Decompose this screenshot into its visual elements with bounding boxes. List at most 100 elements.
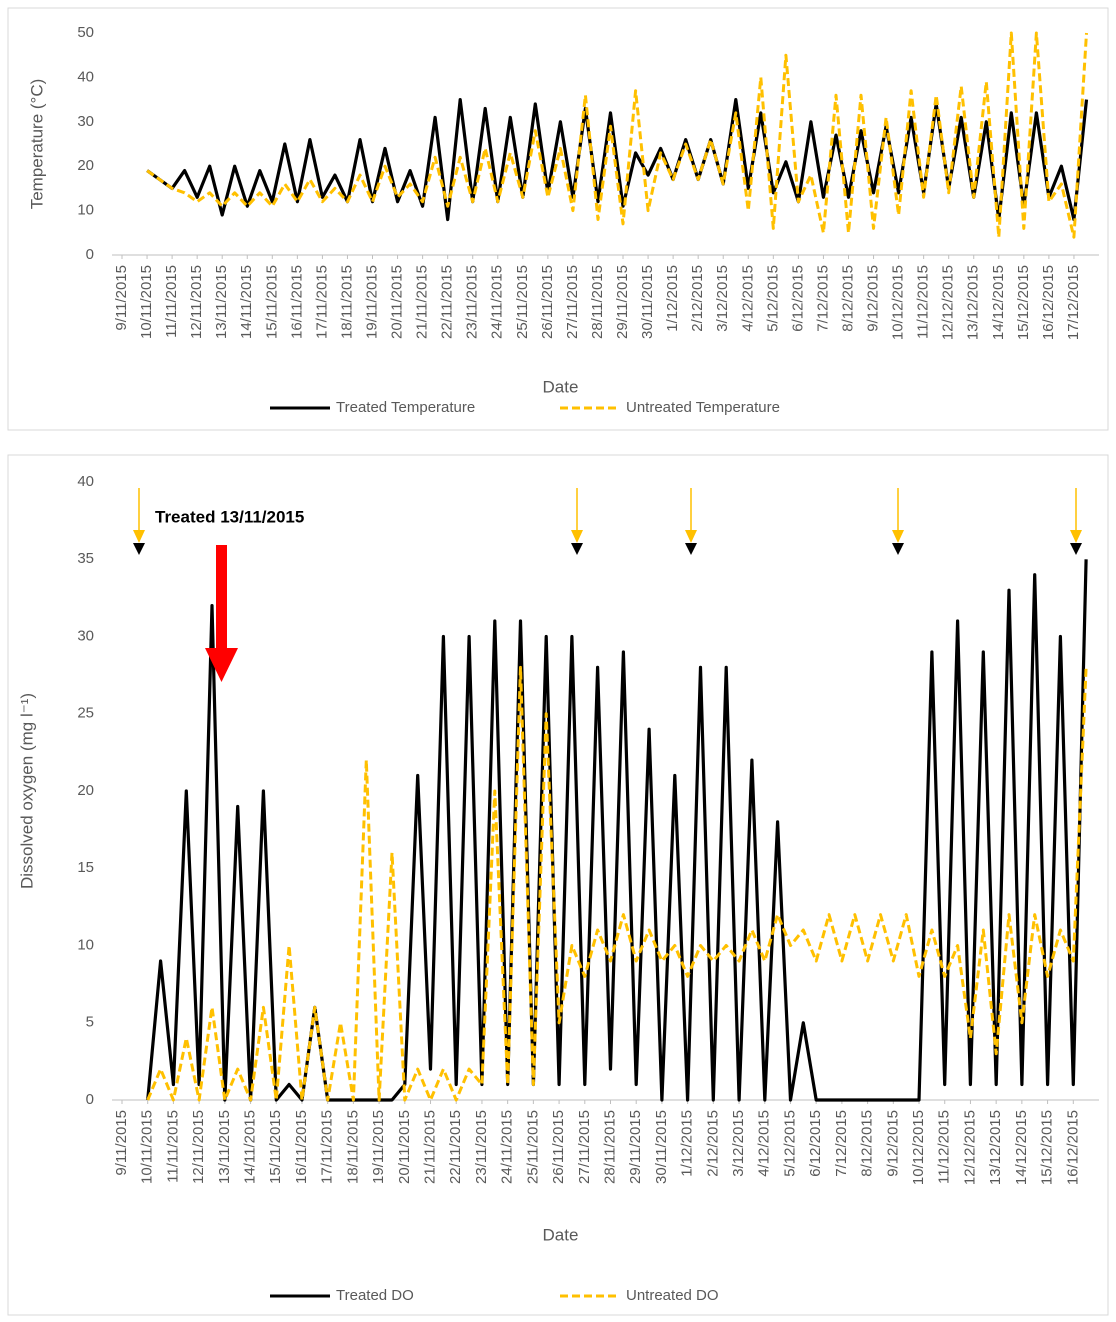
red-arrow-head — [205, 648, 238, 682]
y-tick-label: 5 — [86, 1014, 94, 1031]
x-tick-label: 9/12/2015 — [884, 1110, 901, 1177]
x-tick-label: 12/12/2015 — [940, 265, 957, 340]
x-tick-label: 9/11/2015 — [113, 265, 130, 331]
panel — [7, 7, 1109, 431]
x-tick-label: 24/11/2015 — [489, 265, 506, 339]
x-axis-label: Date — [543, 377, 579, 396]
marker-arrow-head — [892, 543, 904, 555]
marker-arrow-head — [685, 543, 697, 555]
x-axis-label: Date — [543, 1225, 579, 1244]
x-tick-label: 2/12/2015 — [704, 1110, 721, 1177]
x-tick-label: 28/11/2015 — [589, 265, 606, 339]
x-tick-label: 17/12/2015 — [1065, 265, 1082, 340]
x-tick-label: 7/12/2015 — [814, 265, 831, 332]
x-tick-label: 27/11/2015 — [564, 265, 581, 339]
x-tick-label: 8/12/2015 — [839, 265, 856, 332]
panel — [7, 454, 1109, 1316]
x-tick-label: 15/11/2015 — [263, 265, 280, 339]
x-tick-label: 17/11/2015 — [313, 265, 330, 339]
series-line — [146, 665, 1088, 1102]
x-tick-label: 23/11/2015 — [464, 265, 481, 339]
x-tick-label: 24/11/2015 — [499, 1110, 516, 1184]
y-tick-label: 35 — [77, 550, 94, 567]
marker-arrow-head — [685, 530, 697, 543]
x-tick-label: 27/11/2015 — [576, 1110, 593, 1184]
marker-arrow-head — [133, 543, 145, 555]
annotation: Treated 13/11/2015 — [155, 507, 304, 526]
y-axis-label: Temperature (°C) — [27, 79, 46, 210]
x-tick-label: 10/11/2015 — [139, 1110, 156, 1184]
x-tick-label: 30/11/2015 — [639, 265, 656, 339]
x-tick-label: 17/11/2015 — [319, 1110, 336, 1184]
legend-label: Treated Temperature — [336, 399, 475, 416]
x-tick-label: 29/11/2015 — [614, 265, 631, 339]
y-tick-label: 25 — [77, 705, 94, 722]
x-tick-label: 11/12/2015 — [936, 1110, 953, 1184]
x-tick-label: 26/11/2015 — [550, 1110, 567, 1184]
marker-arrow-head — [1070, 543, 1082, 555]
x-tick-label: 12/12/2015 — [961, 1110, 978, 1185]
y-tick-label: 30 — [77, 113, 94, 130]
x-tick-label: 16/11/2015 — [288, 265, 305, 339]
x-tick-label: 14/12/2015 — [1013, 1110, 1030, 1185]
x-tick-label: 11/11/2015 — [164, 1110, 181, 1183]
x-tick-label: 13/11/2015 — [213, 265, 230, 339]
x-tick-label: 11/12/2015 — [915, 265, 932, 339]
x-tick-label: 30/11/2015 — [653, 1110, 670, 1184]
x-tick-label: 10/11/2015 — [138, 265, 155, 339]
x-tick-label: 13/12/2015 — [965, 265, 982, 340]
x-tick-label: 6/12/2015 — [789, 265, 806, 332]
legend-label: Treated DO — [336, 1287, 414, 1304]
x-tick-label: 8/12/2015 — [859, 1110, 876, 1177]
x-tick-label: 19/11/2015 — [363, 265, 380, 339]
y-tick-label: 10 — [77, 936, 94, 953]
x-tick-label: 18/11/2015 — [344, 1110, 361, 1184]
red-arrow-shaft — [216, 545, 227, 650]
x-tick-label: 4/12/2015 — [739, 265, 756, 332]
y-tick-label: 40 — [77, 473, 94, 490]
x-tick-label: 3/12/2015 — [730, 1110, 747, 1177]
series-line — [146, 31, 1088, 239]
y-tick-label: 50 — [77, 24, 94, 41]
x-tick-label: 13/11/2015 — [216, 1110, 233, 1184]
x-tick-label: 19/11/2015 — [370, 1110, 387, 1184]
x-tick-label: 3/12/2015 — [714, 265, 731, 332]
y-tick-label: 10 — [77, 202, 94, 219]
marker-arrow-head — [571, 530, 583, 543]
x-tick-label: 15/11/2015 — [267, 1110, 284, 1184]
x-tick-label: 4/12/2015 — [756, 1110, 773, 1177]
marker-arrow-head — [1070, 530, 1082, 543]
y-tick-label: 30 — [77, 627, 94, 644]
marker-arrow-head — [571, 543, 583, 555]
y-tick-label: 40 — [77, 68, 94, 85]
x-tick-label: 6/12/2015 — [807, 1110, 824, 1177]
x-tick-label: 18/11/2015 — [338, 265, 355, 339]
x-tick-label: 10/12/2015 — [890, 265, 907, 340]
x-tick-label: 22/11/2015 — [439, 265, 456, 339]
x-tick-label: 22/11/2015 — [447, 1110, 464, 1184]
x-tick-label: 29/11/2015 — [627, 1110, 644, 1184]
x-tick-label: 20/11/2015 — [396, 1110, 413, 1184]
x-tick-label: 25/11/2015 — [524, 1110, 541, 1184]
legend-label: Untreated DO — [626, 1287, 719, 1304]
x-tick-label: 9/11/2015 — [113, 1110, 130, 1176]
y-tick-label: 20 — [77, 157, 94, 174]
x-tick-label: 25/11/2015 — [514, 265, 531, 339]
x-tick-label: 11/11/2015 — [163, 265, 180, 338]
x-tick-label: 16/12/2015 — [1040, 265, 1057, 340]
x-tick-label: 14/11/2015 — [238, 265, 255, 339]
x-tick-label: 16/12/2015 — [1064, 1110, 1081, 1185]
x-tick-label: 14/11/2015 — [242, 1110, 259, 1184]
x-tick-label: 7/12/2015 — [833, 1110, 850, 1177]
x-tick-label: 1/12/2015 — [664, 265, 681, 332]
x-tick-label: 23/11/2015 — [473, 1110, 490, 1184]
x-tick-label: 13/12/2015 — [987, 1110, 1004, 1185]
y-axis-label: Dissolved oxygen (mg l⁻¹) — [17, 693, 36, 889]
y-tick-label: 0 — [86, 246, 94, 263]
x-tick-label: 28/11/2015 — [601, 1110, 618, 1184]
x-tick-label: 2/12/2015 — [689, 265, 706, 332]
x-tick-label: 21/11/2015 — [421, 1110, 438, 1184]
x-tick-label: 1/12/2015 — [679, 1110, 696, 1177]
x-tick-label: 21/11/2015 — [414, 265, 431, 339]
